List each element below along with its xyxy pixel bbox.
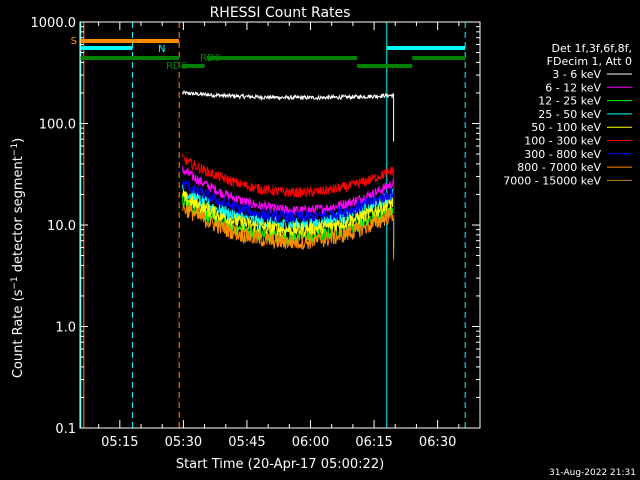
series-line [182,153,395,217]
series-line [182,179,395,239]
flag-bar-label: RD0 [200,53,221,64]
legend-entry-label: 300 - 800 keV [524,148,601,161]
generated-timestamp: 31-Aug-2022 21:31 [549,468,636,478]
flag-bars: S N RD0 RD6 [71,36,466,72]
legend-entry-label: 12 - 25 keV [538,95,601,108]
series-line [182,89,395,142]
series-line [182,202,395,260]
flag-bar-label: S [71,36,77,47]
y-tick-label: 1000.0 [31,16,77,31]
legend-header: FDecim 1, Att 0 [547,55,632,68]
y-tick-label: 0.1 [55,422,76,437]
legend-header: Det 1f,3f,6f,8f, [551,42,632,55]
x-tick-label: 06:15 [355,435,392,450]
legend: Det 1f,3f,6f,8f,FDecim 1, Att 03 - 6 keV… [503,42,632,187]
legend-entry-label: 100 - 300 keV [524,135,601,148]
y-axis-label: Count Rate (s−1 detector segment−1) [10,138,26,378]
legend-entry-label: 25 - 50 keV [538,108,601,121]
flag-bar-label: N [158,44,165,55]
x-axis-label: Start Time (20-Apr-17 05:00:22) [176,457,384,472]
x-tick-label: 05:30 [165,435,202,450]
flag-bar-label: RD6 [166,61,187,72]
chart-title: RHESSI Count Rates [210,5,351,21]
legend-entry-label: 7000 - 15000 keV [503,174,601,187]
x-tick-label: 05:45 [228,435,265,450]
legend-entry-label: 800 - 7000 keV [517,161,601,174]
series-lines [182,89,395,260]
y-tick-label: 1.0 [55,321,76,336]
legend-entry-label: 6 - 12 keV [545,81,601,94]
series-line [182,190,395,248]
legend-entry-label: 3 - 6 keV [552,68,601,81]
x-tick-label: 06:00 [292,435,329,450]
y-tick-label: 100.0 [39,118,76,133]
x-tick-label: 05:15 [101,435,138,450]
x-tick-label: 06:30 [419,435,456,450]
legend-entry-label: 50 - 100 keV [531,121,601,134]
y-tick-label: 10.0 [47,219,76,234]
axes: 0.1 1.0 10.0 100.0 1000.0 05:15 05:30 05:45 06:0… [31,16,481,450]
